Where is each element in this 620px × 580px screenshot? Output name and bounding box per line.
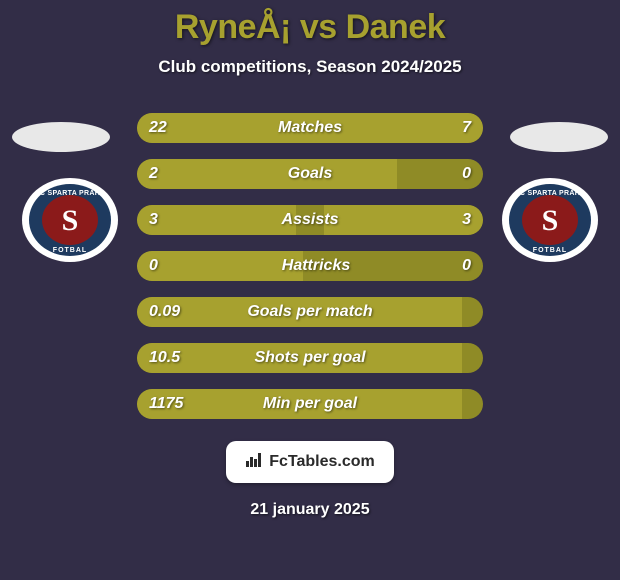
bar-label: Min per goal [263,395,357,413]
bar-fill-left [137,113,386,143]
bar-value-right: 0 [462,257,471,275]
bar-chart-icon [245,452,265,473]
svg-text:AC SPARTA PRAHA: AC SPARTA PRAHA [35,190,106,197]
bar-value-left: 0 [149,257,158,275]
bar-value-right: 0 [462,165,471,183]
club-badge-right: AC SPARTA PRAHA FOTBAL S [502,178,598,262]
footer-date: 21 january 2025 [250,501,369,519]
svg-text:S: S [542,204,559,237]
stat-bar: 0.09 Goals per match [137,297,483,327]
bar-label: Shots per goal [254,349,365,367]
bar-label: Hattricks [282,257,350,275]
bar-value-right: 7 [462,119,471,137]
bar-label: Assists [282,211,339,229]
stat-bar: 1175 Min per goal [137,389,483,419]
bar-value-left: 0.09 [149,303,180,321]
club-badge-left: AC SPARTA PRAHA FOTBAL S [22,178,118,262]
svg-text:FOTBAL: FOTBAL [533,247,567,254]
page-title: RyneÅ¡ vs Danek [175,8,445,47]
player-left-ellipse [12,122,110,152]
bar-label: Goals per match [247,303,372,321]
bar-value-left: 2 [149,165,158,183]
stat-bar: 0 0 Hattricks [137,251,483,281]
svg-text:AC SPARTA PRAHA: AC SPARTA PRAHA [515,190,586,197]
page-subtitle: Club competitions, Season 2024/2025 [158,57,461,77]
player-right-ellipse [510,122,608,152]
main-content: RyneÅ¡ vs Danek Club competitions, Seaso… [0,0,620,580]
footer-brand-text: FcTables.com [269,453,375,471]
svg-text:FOTBAL: FOTBAL [53,247,87,254]
stat-bar: 22 7 Matches [137,113,483,143]
bar-value-left: 10.5 [149,349,180,367]
bar-fill-right [324,205,483,235]
bar-value-left: 22 [149,119,167,137]
footer-brand-pill[interactable]: FcTables.com [226,441,394,483]
svg-text:S: S [62,204,79,237]
bar-value-left: 3 [149,211,158,229]
bar-value-right: 3 [462,211,471,229]
bar-fill-left [137,205,296,235]
bar-fill-left [137,251,303,281]
bar-label: Goals [288,165,332,183]
stat-bar: 10.5 Shots per goal [137,343,483,373]
stat-bar: 2 0 Goals [137,159,483,189]
bar-fill-left [137,159,397,189]
comparison-bars: 22 7 Matches 2 0 Goals 3 3 Assists 0 0 Hattricks 0.0… [137,113,483,419]
bar-label: Matches [278,119,342,137]
bar-value-left: 1175 [149,395,183,413]
stat-bar: 3 3 Assists [137,205,483,235]
